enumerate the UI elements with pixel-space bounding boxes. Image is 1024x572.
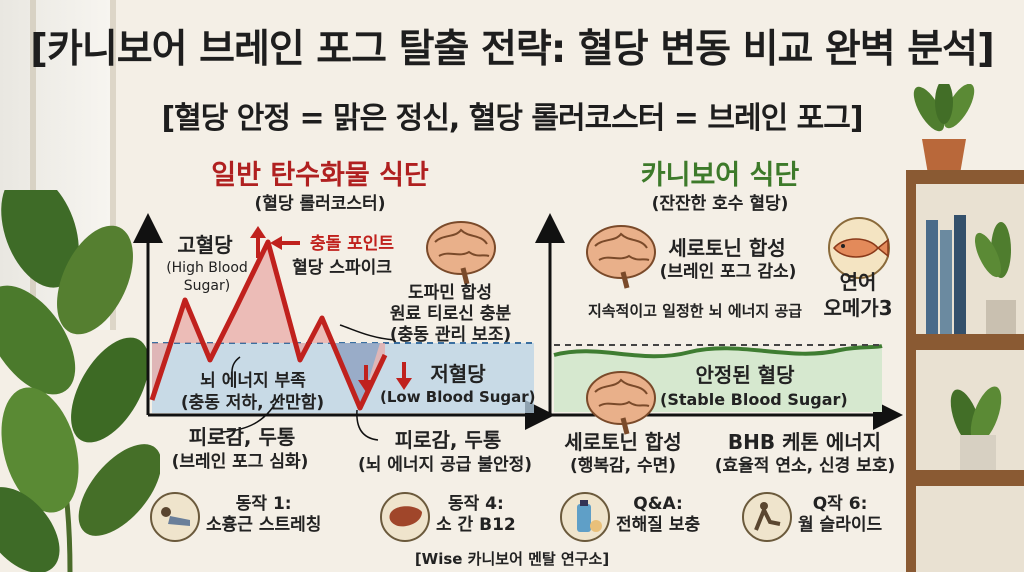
high-blood-sugar-label: 고혈당 bbox=[177, 233, 233, 257]
left-heading: 일반 탄수화물 식단 bbox=[211, 160, 429, 191]
low-label-arrow-down-icon bbox=[396, 362, 412, 390]
bottom-item-2-line-1: 동작 4: bbox=[447, 494, 504, 514]
page-title: [카니보어 브레인 포그 탈출 전략: 혈당 변동 비교 완벽 분석] bbox=[30, 27, 995, 72]
impact-arrow-left-icon bbox=[270, 236, 300, 250]
rollercoaster-line bbox=[149, 239, 388, 411]
dopamine-line-1: 도파민 합성 bbox=[407, 283, 493, 303]
stable-blood-sugar-en: (Stable Blood Sugar) bbox=[660, 390, 848, 409]
bottom-item-4-line-1: Q작 6: bbox=[812, 494, 868, 514]
spike-label: 혈당 스파이크 bbox=[292, 258, 392, 278]
bottom-item-3: Q&A: 전해질 보충 bbox=[560, 492, 740, 542]
liver-icon bbox=[380, 492, 430, 542]
impact-point-label: 충돌 포인트 bbox=[309, 234, 395, 254]
high-blood-sugar-en-1: (High Blood bbox=[166, 260, 248, 276]
footer-credit: [Wise 카니보어 멘탈 연구소] bbox=[414, 550, 610, 568]
steady-energy-label: 지속적이고 일정한 뇌 에너지 공급 bbox=[587, 302, 803, 320]
electrolyte-bottle-icon bbox=[560, 492, 610, 542]
potted-plant-top bbox=[913, 84, 975, 174]
wall-slide-icon bbox=[742, 492, 792, 542]
low-blood-sugar-label: 저혈당 bbox=[430, 362, 486, 386]
brain-icon-left bbox=[426, 221, 496, 285]
bhb-ketone-line-2: (효율적 연소, 신경 보호) bbox=[714, 456, 896, 476]
brain-energy-line-1: 뇌 에너지 부족 bbox=[200, 371, 306, 391]
salmon-label-1: 연어 bbox=[839, 270, 877, 294]
stable-line bbox=[553, 344, 883, 359]
serotonin-top-line-2: (브레인 포그 감소) bbox=[659, 262, 797, 282]
spike-fill bbox=[152, 242, 385, 408]
brain-energy-line-2: (충동 저하, 산만함) bbox=[180, 393, 325, 413]
bottom-item-4: Q작 6: 월 슬라이드 bbox=[742, 492, 922, 542]
bookshelf-illustration bbox=[906, 170, 1024, 572]
high-blood-sugar-en-2: Sugar) bbox=[183, 278, 231, 294]
bottom-item-4-line-2: 월 슬라이드 bbox=[798, 515, 883, 536]
serotonin-top-line-1: 세로토닌 합성 bbox=[668, 236, 786, 260]
bottom-item-2: 동작 4: 소 간 B12 bbox=[380, 492, 560, 542]
brain-icon-right-top bbox=[586, 225, 656, 289]
bottom-item-3-line-1: Q&A: bbox=[633, 494, 683, 514]
brain-icon-right-bottom bbox=[586, 371, 656, 435]
low-arrow-down-icon bbox=[358, 365, 374, 392]
plant-left-illustration bbox=[0, 190, 160, 572]
bottom-item-1-line-1: 동작 1: bbox=[235, 494, 292, 514]
fatigue-b-line-1: 피로감, 두통 bbox=[394, 428, 502, 452]
bottom-item-1: 동작 1: 소흉근 스트레칭 bbox=[150, 492, 350, 542]
serotonin-bottom-line-1: 세로토닌 합성 bbox=[564, 430, 682, 454]
dopamine-line-2: 원료 티로신 충분 bbox=[389, 304, 512, 324]
low-blood-sugar-en: (Low Blood Sugar) bbox=[380, 388, 536, 406]
fatigue-b-line-2: (뇌 에너지 공급 불안정) bbox=[357, 455, 533, 475]
bhb-ketone-line-1: BHB 케톤 에너지 bbox=[727, 430, 882, 454]
fatigue-a-line-1: 피로감, 두통 bbox=[188, 425, 296, 449]
stretching-person-icon bbox=[150, 492, 200, 542]
bottom-item-2-line-2: 소 간 B12 bbox=[436, 515, 516, 536]
high-arrow-up-icon bbox=[250, 226, 266, 258]
dopamine-line-3: (충동 관리 보조) bbox=[389, 325, 512, 345]
bottom-item-1-line-2: 소흉근 스트레칭 bbox=[206, 515, 322, 536]
salmon-icon bbox=[828, 217, 890, 279]
fatigue-a-line-2: (브레인 포그 심화) bbox=[171, 452, 309, 472]
salmon-label-2: 오메가3 bbox=[823, 296, 893, 320]
left-subheading: (혈당 롤러코스터) bbox=[254, 194, 386, 214]
right-heading: 카니보어 식단 bbox=[640, 160, 800, 191]
stable-blood-sugar-label: 안정된 혈당 bbox=[695, 363, 795, 387]
bottom-item-3-line-2: 전해질 보충 bbox=[616, 515, 701, 536]
right-subheading: (잔잔한 호수 혈당) bbox=[651, 194, 789, 214]
serotonin-bottom-line-2: (행복감, 수면) bbox=[569, 456, 677, 476]
page-subtitle: [혈당 안정 = 맑은 정신, 혈당 롤러코스터 = 브레인 포그] bbox=[161, 101, 863, 136]
